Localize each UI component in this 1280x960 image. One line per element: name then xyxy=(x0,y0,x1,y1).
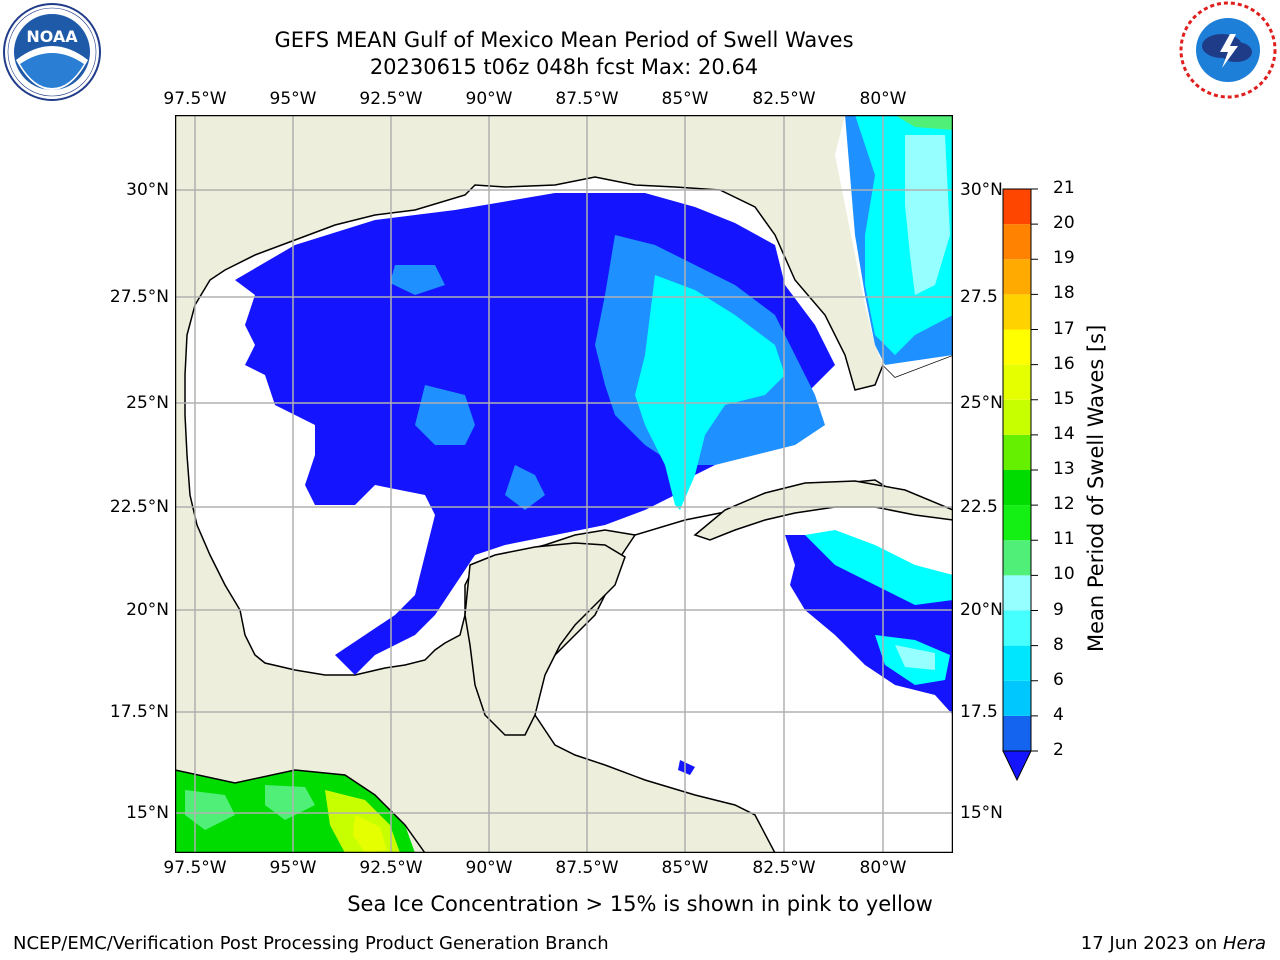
map-border xyxy=(175,115,953,853)
colorbar-swatch xyxy=(1003,329,1031,365)
colorbar-tick-label: 15 xyxy=(1053,388,1075,409)
lon-label-top: 82.5°W xyxy=(752,89,816,109)
pacific-swell-field xyxy=(175,765,415,853)
lon-label-bottom: 82.5°W xyxy=(752,858,816,878)
colorbar-tick-label: 13 xyxy=(1053,459,1075,479)
colorbar-swatch xyxy=(1003,189,1031,225)
lon-label-top: 92.5°W xyxy=(359,89,423,109)
colorbar-swatch xyxy=(1003,645,1031,681)
lat-label-left: 17.5°N xyxy=(109,702,169,722)
colorbar-tick-label: 14 xyxy=(1053,423,1075,444)
footer-date: 17 Jun 2023 on Hera xyxy=(1081,933,1266,954)
lon-label-bottom: 90°W xyxy=(465,858,513,878)
colorbar-tick-label: 11 xyxy=(1053,529,1075,550)
map-panel xyxy=(175,115,953,853)
cuba-land xyxy=(693,480,953,541)
noaa-logo: NOAA xyxy=(3,3,101,101)
lat-label-left: 15°N xyxy=(126,803,169,823)
noaa-logo-text: NOAA xyxy=(26,27,78,46)
lon-label-top: 80°W xyxy=(859,89,907,109)
colorbar-tick-label: 8 xyxy=(1053,634,1064,655)
colorbar-swatch xyxy=(1003,575,1031,611)
colorbar-swatch xyxy=(1003,540,1031,576)
lon-label-bottom: 80°W xyxy=(859,858,907,878)
colorbar-tick-label: 20 xyxy=(1053,213,1075,234)
lon-label-bottom: 85°W xyxy=(661,858,709,878)
footer-credit: NCEP/EMC/Verification Post Processing Pr… xyxy=(13,933,609,954)
lat-label-left: 25°N xyxy=(126,393,169,413)
lon-label-top: 90°W xyxy=(465,89,513,109)
nws-logo xyxy=(1179,1,1277,99)
yucatan-land xyxy=(464,542,626,736)
lon-label-top: 87.5°W xyxy=(555,89,619,109)
lon-label-top: 95°W xyxy=(269,89,317,109)
colorbar-tick-label: 10 xyxy=(1053,564,1075,585)
colorbar-extend-arrow xyxy=(1002,750,1032,782)
lon-label-top: 85°W xyxy=(661,89,709,109)
lon-label-bottom: 97.5°W xyxy=(163,858,227,878)
lat-label-right: 22.5 xyxy=(960,497,998,517)
lon-label-top: 97.5°W xyxy=(163,89,227,109)
colorbar xyxy=(1002,188,1038,782)
colorbar-tick-label: 6 xyxy=(1053,669,1064,690)
chart-subtitle: 20230615 t06z 048h fcst Max: 20.64 xyxy=(369,55,759,79)
lat-label-right: 17.5 xyxy=(960,702,998,722)
lat-label-right: 27.5 xyxy=(960,287,998,307)
lat-label-right: 15°N xyxy=(960,803,1003,823)
chart-title: GEFS MEAN Gulf of Mexico Mean Period of … xyxy=(274,28,854,52)
colorbar-swatch xyxy=(1003,399,1031,435)
pacific-coastline xyxy=(175,769,426,853)
colorbar-swatch xyxy=(1003,434,1031,470)
colorbar-swatch xyxy=(1003,294,1031,330)
colorbar-swatch xyxy=(1003,224,1031,260)
colorbar-swatch xyxy=(1003,259,1031,295)
colorbar-title: Mean Period of Swell Waves [s] xyxy=(1084,324,1108,652)
colorbar-swatch xyxy=(1003,470,1031,506)
lat-label-left: 22.5°N xyxy=(109,497,169,517)
colorbar-tick-label: 2 xyxy=(1053,740,1064,760)
lat-label-left: 20°N xyxy=(126,600,169,620)
lat-label-left: 27.5°N xyxy=(109,287,169,307)
colorbar-tick-label: 18 xyxy=(1053,283,1075,304)
lat-label-right: 20°N xyxy=(960,600,1003,620)
lon-label-bottom: 92.5°W xyxy=(359,858,423,878)
colorbar-swatch xyxy=(1003,364,1031,400)
colorbar-swatch xyxy=(1003,610,1031,646)
colorbar-tick-label: 9 xyxy=(1053,599,1064,620)
colorbar-swatch xyxy=(1003,680,1031,716)
colorbar-tick-label: 19 xyxy=(1053,248,1075,269)
colorbar-swatch xyxy=(1003,715,1031,751)
graticule xyxy=(175,115,953,853)
colorbar-tick-label: 21 xyxy=(1053,178,1075,198)
lat-label-right: 25°N xyxy=(960,393,1003,413)
colorbar-tick-label: 4 xyxy=(1053,704,1064,725)
lon-label-bottom: 87.5°W xyxy=(555,858,619,878)
footer-date-text: 17 Jun 2023 on xyxy=(1080,933,1223,954)
sea-ice-note: Sea Ice Concentration > 15% is shown in … xyxy=(347,892,933,916)
footer-host: Hera xyxy=(1222,933,1266,954)
lat-label-right: 30°N xyxy=(960,180,1003,200)
colorbar-tick-label: 16 xyxy=(1053,353,1075,374)
colorbar-tick-label: 17 xyxy=(1053,318,1075,339)
lat-label-left: 30°N xyxy=(126,180,169,200)
colorbar-tick-label: 12 xyxy=(1053,494,1075,515)
lon-label-bottom: 95°W xyxy=(269,858,317,878)
colorbar-swatch xyxy=(1003,505,1031,541)
